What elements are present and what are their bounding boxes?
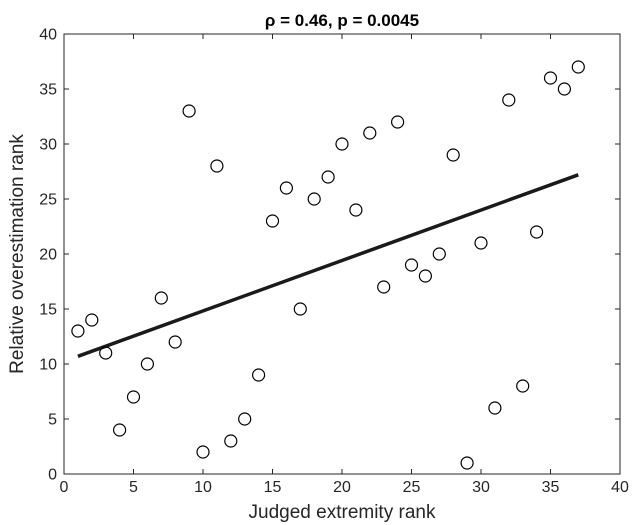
x-tick-label: 0 xyxy=(60,479,69,496)
x-tick-label: 5 xyxy=(129,479,138,496)
data-point xyxy=(557,82,572,96)
data-point xyxy=(474,236,488,250)
y-tick-label: 10 xyxy=(39,357,57,374)
y-tick-label: 0 xyxy=(48,467,57,484)
data-point xyxy=(293,302,307,316)
data-point xyxy=(321,170,335,184)
data-point xyxy=(460,456,474,470)
x-tick-label: 30 xyxy=(472,479,490,496)
data-point xyxy=(349,203,363,217)
x-tick-label: 20 xyxy=(333,479,351,496)
x-tick-label: 15 xyxy=(264,479,282,496)
data-point xyxy=(140,357,154,371)
data-point xyxy=(126,390,141,404)
data-point xyxy=(446,148,460,162)
data-point xyxy=(224,434,238,448)
data-point xyxy=(543,71,558,85)
y-tick-label: 40 xyxy=(39,27,57,44)
data-point xyxy=(502,93,516,107)
data-point xyxy=(112,423,127,437)
data-point xyxy=(99,346,113,360)
y-tick-label: 30 xyxy=(39,137,57,154)
data-point xyxy=(432,247,446,261)
data-point xyxy=(335,137,349,151)
data-point xyxy=(71,324,85,338)
data-point xyxy=(85,313,99,327)
data-point xyxy=(252,368,266,382)
regression-line xyxy=(77,173,579,358)
y-tick-label: 20 xyxy=(39,247,57,264)
data-point xyxy=(488,401,502,415)
data-point xyxy=(418,269,432,283)
data-point xyxy=(238,412,252,426)
x-tick-label: 25 xyxy=(403,479,421,496)
chart-title: ρ = 0.46, p = 0.0045 xyxy=(265,11,419,30)
y-tick-label: 15 xyxy=(39,302,57,319)
data-point xyxy=(196,445,210,459)
y-tick-label: 5 xyxy=(48,412,57,429)
data-point xyxy=(307,192,321,206)
y-tick-label: 35 xyxy=(39,82,57,99)
data-point xyxy=(404,258,419,272)
data-point xyxy=(210,159,224,173)
data-point xyxy=(279,181,293,195)
plot-area xyxy=(64,34,620,474)
data-point xyxy=(154,291,168,305)
data-point xyxy=(529,225,544,239)
data-point xyxy=(391,115,405,129)
data-point xyxy=(363,126,377,140)
x-tick-label: 35 xyxy=(542,479,560,496)
data-point xyxy=(377,280,391,294)
x-tick-label: 40 xyxy=(611,479,629,496)
data-point xyxy=(182,104,196,118)
x-axis-label: Judged extremity rank xyxy=(249,502,436,523)
data-point xyxy=(168,335,182,349)
x-tick-label: 10 xyxy=(194,479,212,496)
data-point xyxy=(516,379,530,393)
y-axis-label: Relative overestimation rank xyxy=(7,134,28,374)
data-point xyxy=(571,60,585,74)
y-tick-label: 25 xyxy=(39,192,57,209)
data-point xyxy=(265,214,280,228)
plot-frame xyxy=(63,33,621,475)
